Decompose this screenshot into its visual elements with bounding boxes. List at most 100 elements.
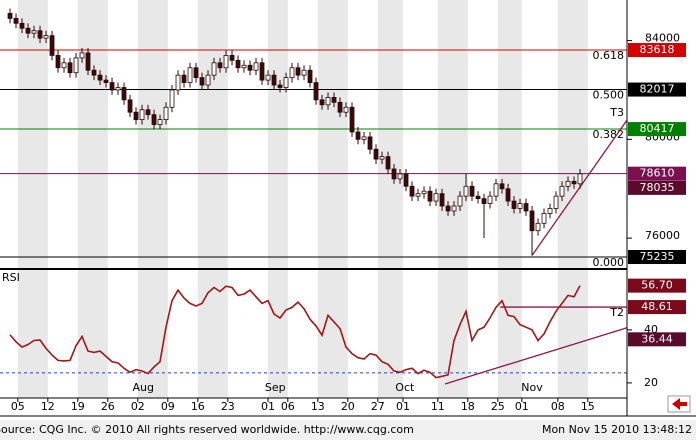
value-box-label: 78610 (640, 167, 675, 180)
level-ratio: 0.000 (593, 256, 625, 269)
candle-body (145, 109, 151, 116)
candle-body (85, 52, 91, 71)
candle-body (25, 27, 31, 34)
x-tick-label: 19 (71, 400, 85, 413)
candle-body (433, 193, 439, 202)
annotation: T3 (609, 106, 624, 119)
candle-body (439, 193, 445, 207)
candle-body (211, 62, 217, 76)
candle-body (391, 168, 397, 180)
candle-body (373, 148, 379, 160)
x-tick-label: 01 (261, 400, 275, 413)
value-box (628, 278, 686, 293)
candle-body (349, 106, 355, 133)
candle-body (421, 190, 427, 195)
x-tick-label: 01 (396, 400, 410, 413)
candle-body (121, 87, 127, 101)
rsi-line (9, 285, 581, 379)
candle-body (73, 57, 79, 74)
trendline (531, 119, 628, 256)
x-tick-label: 01 (515, 400, 529, 413)
candle-body (337, 101, 343, 113)
x-tick-label: 02 (131, 400, 145, 413)
candle-body (109, 82, 115, 91)
candle-body (403, 173, 409, 187)
candle-body (247, 64, 253, 71)
candle-body (49, 35, 55, 56)
value-box (628, 166, 686, 181)
candle-body (37, 30, 43, 39)
value-box-label: 75235 (640, 250, 675, 263)
level-ratio: 0.618 (593, 49, 625, 62)
week-band (557, 0, 588, 398)
candle-body (523, 203, 529, 212)
candle-body (571, 180, 577, 185)
value-box-label: 48.61 (641, 300, 673, 313)
value-box-label: 82017 (640, 83, 675, 96)
candle-body (259, 62, 265, 81)
value-box-label: 56.70 (641, 279, 673, 292)
candle-body (205, 74, 211, 86)
candle-body (565, 180, 571, 187)
candle-body (217, 62, 223, 69)
candle-body (355, 131, 361, 140)
value-box-label: 83618 (640, 43, 675, 56)
candle-body (133, 111, 139, 121)
candle-body (61, 62, 67, 69)
candle-body (559, 185, 565, 197)
x-tick-label: 13 (311, 400, 325, 413)
y-tick-label: 20 (644, 376, 658, 389)
candle-body (319, 99, 325, 106)
candle-body (307, 69, 313, 83)
candle-body (481, 198, 487, 204)
candle-body (451, 205, 457, 212)
candle-body (445, 205, 451, 212)
candle-body (19, 22, 25, 29)
candle-body (241, 64, 247, 69)
month-label: Aug (132, 381, 153, 394)
candle-body (553, 195, 559, 209)
value-box-label: 80417 (640, 122, 675, 135)
candle-body (547, 208, 553, 214)
y-tick-label: 84000 (645, 32, 680, 45)
candle-body (181, 74, 187, 83)
x-tick-label: 12 (41, 400, 55, 413)
footer-bar (0, 420, 696, 440)
panel-label: RSI (2, 271, 20, 284)
footer-source: Source: CQG Inc. © 2010 All rights reser… (0, 423, 414, 436)
candle-body (487, 195, 493, 204)
week-band (377, 0, 404, 398)
x-tick-label: 20 (341, 400, 355, 413)
week-band (17, 0, 48, 398)
level-ratio: 0.500 (593, 89, 625, 102)
candle-body (535, 222, 541, 232)
candle-body (517, 203, 523, 209)
x-tick-label: 26 (101, 400, 115, 413)
candle-body (493, 183, 499, 197)
x-tick-label: 08 (551, 400, 565, 413)
value-box (628, 43, 686, 58)
candle-body (271, 74, 277, 86)
candle-body (541, 213, 547, 224)
candle-body (475, 195, 481, 200)
candle-body (463, 185, 469, 197)
candle-body (157, 119, 163, 125)
candle-body (229, 55, 235, 61)
candle-body (187, 67, 193, 83)
week-band (197, 0, 228, 398)
value-box (628, 250, 686, 265)
candle-body (67, 62, 73, 74)
candle-body (151, 114, 157, 125)
value-box (628, 300, 686, 315)
x-tick-label: 15 (581, 400, 595, 413)
week-band (268, 0, 288, 398)
candle-body (79, 52, 85, 59)
value-box (628, 180, 686, 195)
value-box-label: 78035 (640, 181, 675, 194)
candle-body (199, 77, 205, 86)
candle-body (43, 35, 49, 39)
arrow-icon[interactable] (672, 398, 687, 410)
candle-body (361, 136, 367, 140)
x-tick-label: 23 (221, 400, 235, 413)
